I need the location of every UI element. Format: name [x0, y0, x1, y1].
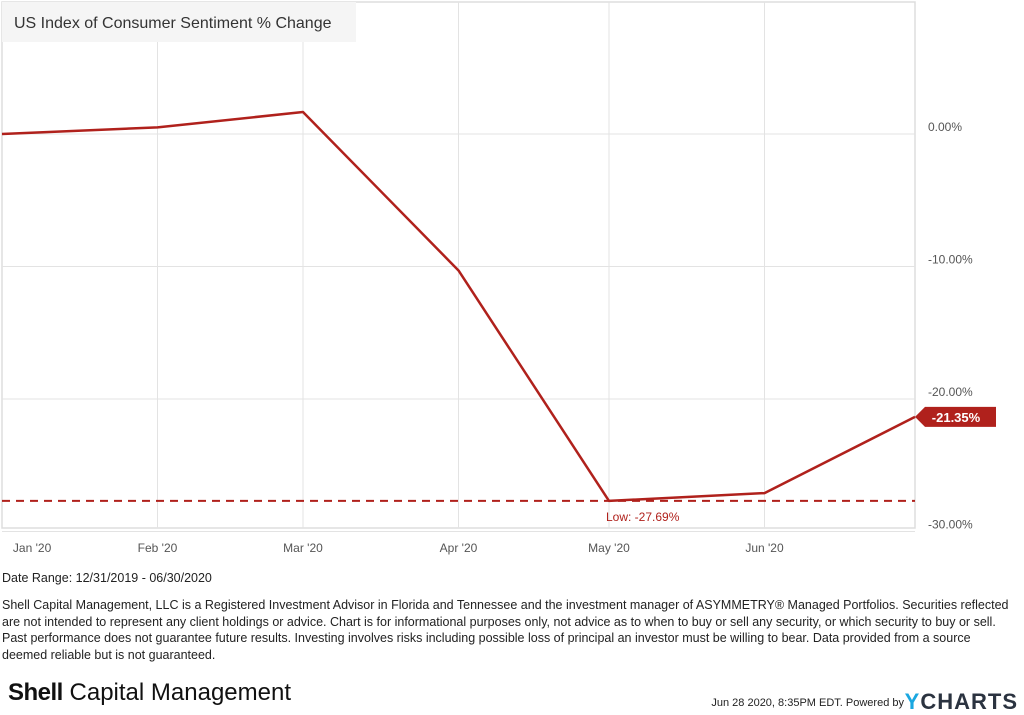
y-tick-label: -20.00%	[928, 385, 973, 399]
y-tick-label: -10.00%	[928, 253, 973, 267]
timestamp: Jun 28 2020, 8:35PM EDT. Powered by	[711, 697, 904, 709]
ycharts-text: CHARTS	[920, 689, 1018, 714]
y-tick-label: 0.00%	[928, 120, 962, 134]
x-tick-label: May '20	[588, 541, 630, 555]
x-tick-label: Feb '20	[138, 541, 178, 555]
low-label: Low: -27.69%	[606, 510, 680, 524]
disclaimer: Shell Capital Management, LLC is a Regis…	[2, 597, 1017, 663]
logo-bold: Shell	[8, 679, 63, 706]
chart-title: US Index of Consumer Sentiment % Change	[14, 15, 332, 33]
date-range: Date Range: 12/31/2019 - 06/30/2020	[2, 571, 212, 585]
y-tick-label: -30.00%	[928, 518, 973, 532]
shell-capital-logo: Shell Capital Management	[8, 679, 291, 707]
chart-title-box: US Index of Consumer Sentiment % Change	[2, 2, 356, 42]
ycharts-y: Y	[905, 689, 921, 714]
line-chart: 0.00% -10.00% -20.00% -30.00% Jan '20 Feb '20…	[0, 0, 1024, 565]
x-tick-label: Jun '20	[745, 541, 784, 555]
logo-rest: Capital Management	[63, 679, 291, 706]
x-tick-label: Mar '20	[283, 541, 323, 555]
x-tick-label: Apr '20	[440, 541, 478, 555]
x-tick-label: Jan '20	[13, 541, 52, 555]
last-value-label: -21.35%	[932, 410, 981, 425]
ycharts-logo[interactable]: YCHARTS	[905, 689, 1018, 715]
